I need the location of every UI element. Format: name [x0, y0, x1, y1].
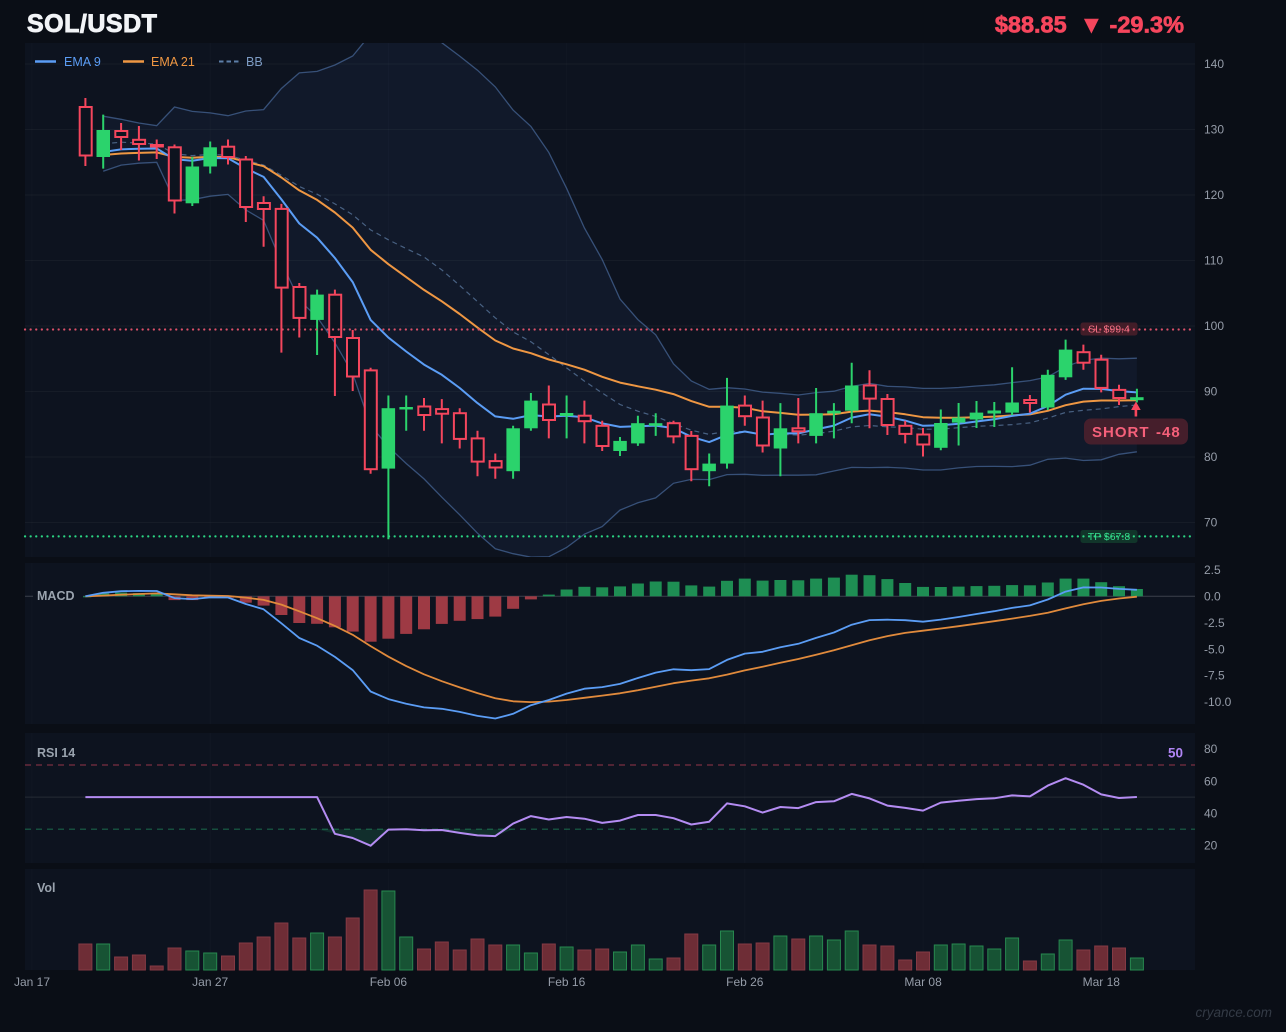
- svg-text:Jan 27: Jan 27: [192, 975, 228, 989]
- svg-text:-5.0: -5.0: [1204, 642, 1225, 656]
- svg-text:Feb 16: Feb 16: [548, 975, 586, 989]
- svg-text:110: 110: [1204, 254, 1223, 268]
- svg-text:MACD: MACD: [37, 589, 75, 603]
- svg-text:60: 60: [1204, 774, 1218, 788]
- svg-text:Vol: Vol: [37, 881, 56, 895]
- svg-text:140: 140: [1204, 57, 1224, 71]
- svg-text:Feb 06: Feb 06: [370, 975, 408, 989]
- svg-text:-48: -48: [1156, 424, 1181, 441]
- svg-text:EMA 21: EMA 21: [151, 55, 195, 69]
- svg-text:Mar 08: Mar 08: [904, 975, 942, 989]
- svg-text:50: 50: [1168, 746, 1183, 761]
- svg-text:130: 130: [1204, 123, 1224, 137]
- svg-text:BB: BB: [246, 55, 263, 69]
- svg-text:-2.5: -2.5: [1204, 616, 1225, 630]
- svg-text:2.5: 2.5: [1204, 563, 1221, 577]
- svg-text:SHORT: SHORT: [1092, 424, 1150, 441]
- svg-text:Mar 18: Mar 18: [1083, 975, 1121, 989]
- svg-text:0.0: 0.0: [1204, 590, 1221, 604]
- svg-text:100: 100: [1204, 319, 1224, 333]
- svg-text:SL $99.4: SL $99.4: [1088, 324, 1130, 336]
- svg-text:80: 80: [1204, 450, 1218, 464]
- svg-text:70: 70: [1204, 516, 1218, 530]
- svg-text:$88.85 ▼ -29.3%: $88.85 ▼ -29.3%: [995, 12, 1184, 38]
- svg-text:Feb 26: Feb 26: [726, 975, 764, 989]
- svg-text:120: 120: [1204, 188, 1224, 202]
- svg-text:RSI 14: RSI 14: [37, 746, 75, 760]
- svg-text:90: 90: [1204, 385, 1218, 399]
- svg-text:80: 80: [1204, 742, 1218, 756]
- svg-text:EMA 9: EMA 9: [64, 55, 101, 69]
- svg-text:20: 20: [1204, 839, 1218, 853]
- svg-text:-7.5: -7.5: [1204, 669, 1225, 683]
- svg-text:SOL/USDT: SOL/USDT: [27, 10, 157, 38]
- svg-text:TP $67.8: TP $67.8: [1088, 531, 1131, 543]
- svg-text:40: 40: [1204, 806, 1218, 820]
- svg-text:Jan 17: Jan 17: [14, 975, 50, 989]
- svg-text:-10.0: -10.0: [1204, 695, 1232, 709]
- svg-text:cryance.com: cryance.com: [1195, 1005, 1272, 1020]
